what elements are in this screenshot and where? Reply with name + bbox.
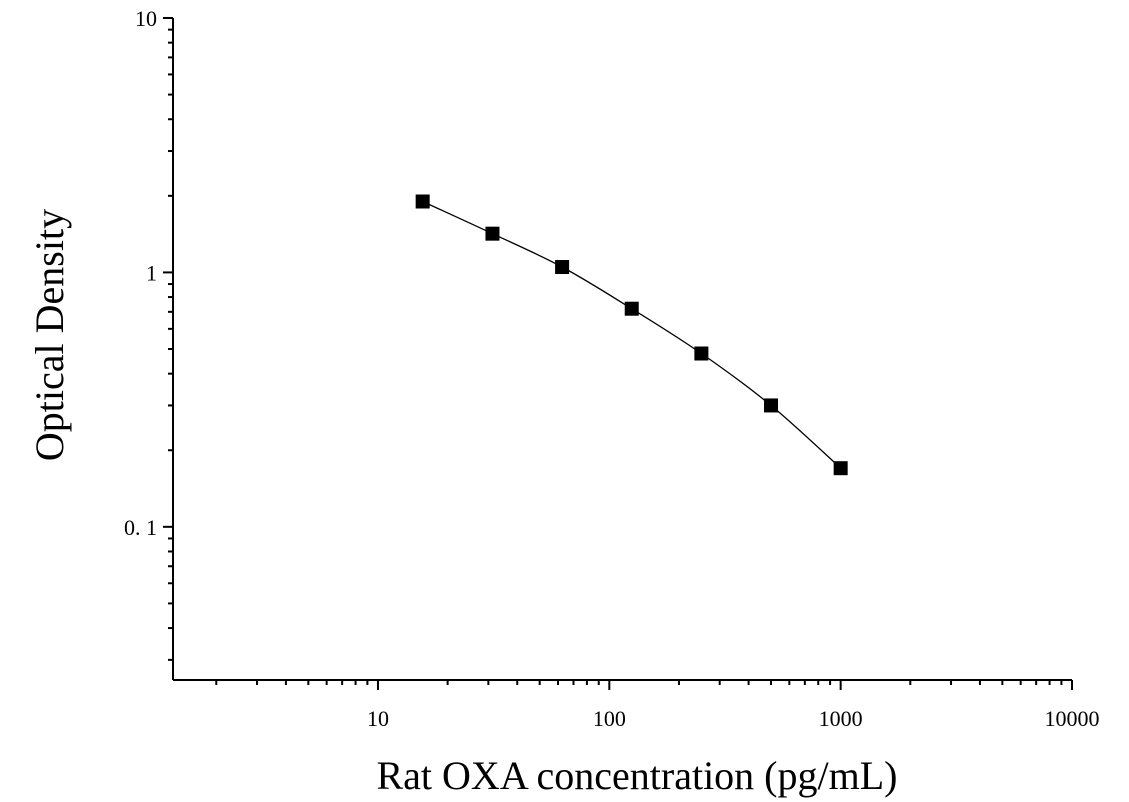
x-tick-label: 10000 [1045,706,1100,731]
axes: 0. 1 1 10 10 100 1000 10000 [124,6,1100,731]
data-point [485,226,500,241]
fit-curve-layer [422,200,842,469]
x-tick-label: 10 [367,706,389,731]
y-tick-label: 10 [135,6,157,31]
y-axis-title: Optical Density [27,209,72,461]
x-tick-label: 100 [593,706,626,731]
fit-curve [422,200,842,469]
data-point [624,301,639,316]
data-point [694,346,709,361]
points-layer [415,194,848,476]
data-point [833,461,848,476]
data-point [764,398,779,413]
data-point [415,194,430,209]
y-tick-label: 0. 1 [124,515,157,540]
y-tick-label: 1 [146,260,157,285]
x-tick-label: 1000 [819,706,863,731]
data-point [555,260,570,275]
x-axis-title: Rat OXA concentration (pg/mL) [377,753,898,798]
